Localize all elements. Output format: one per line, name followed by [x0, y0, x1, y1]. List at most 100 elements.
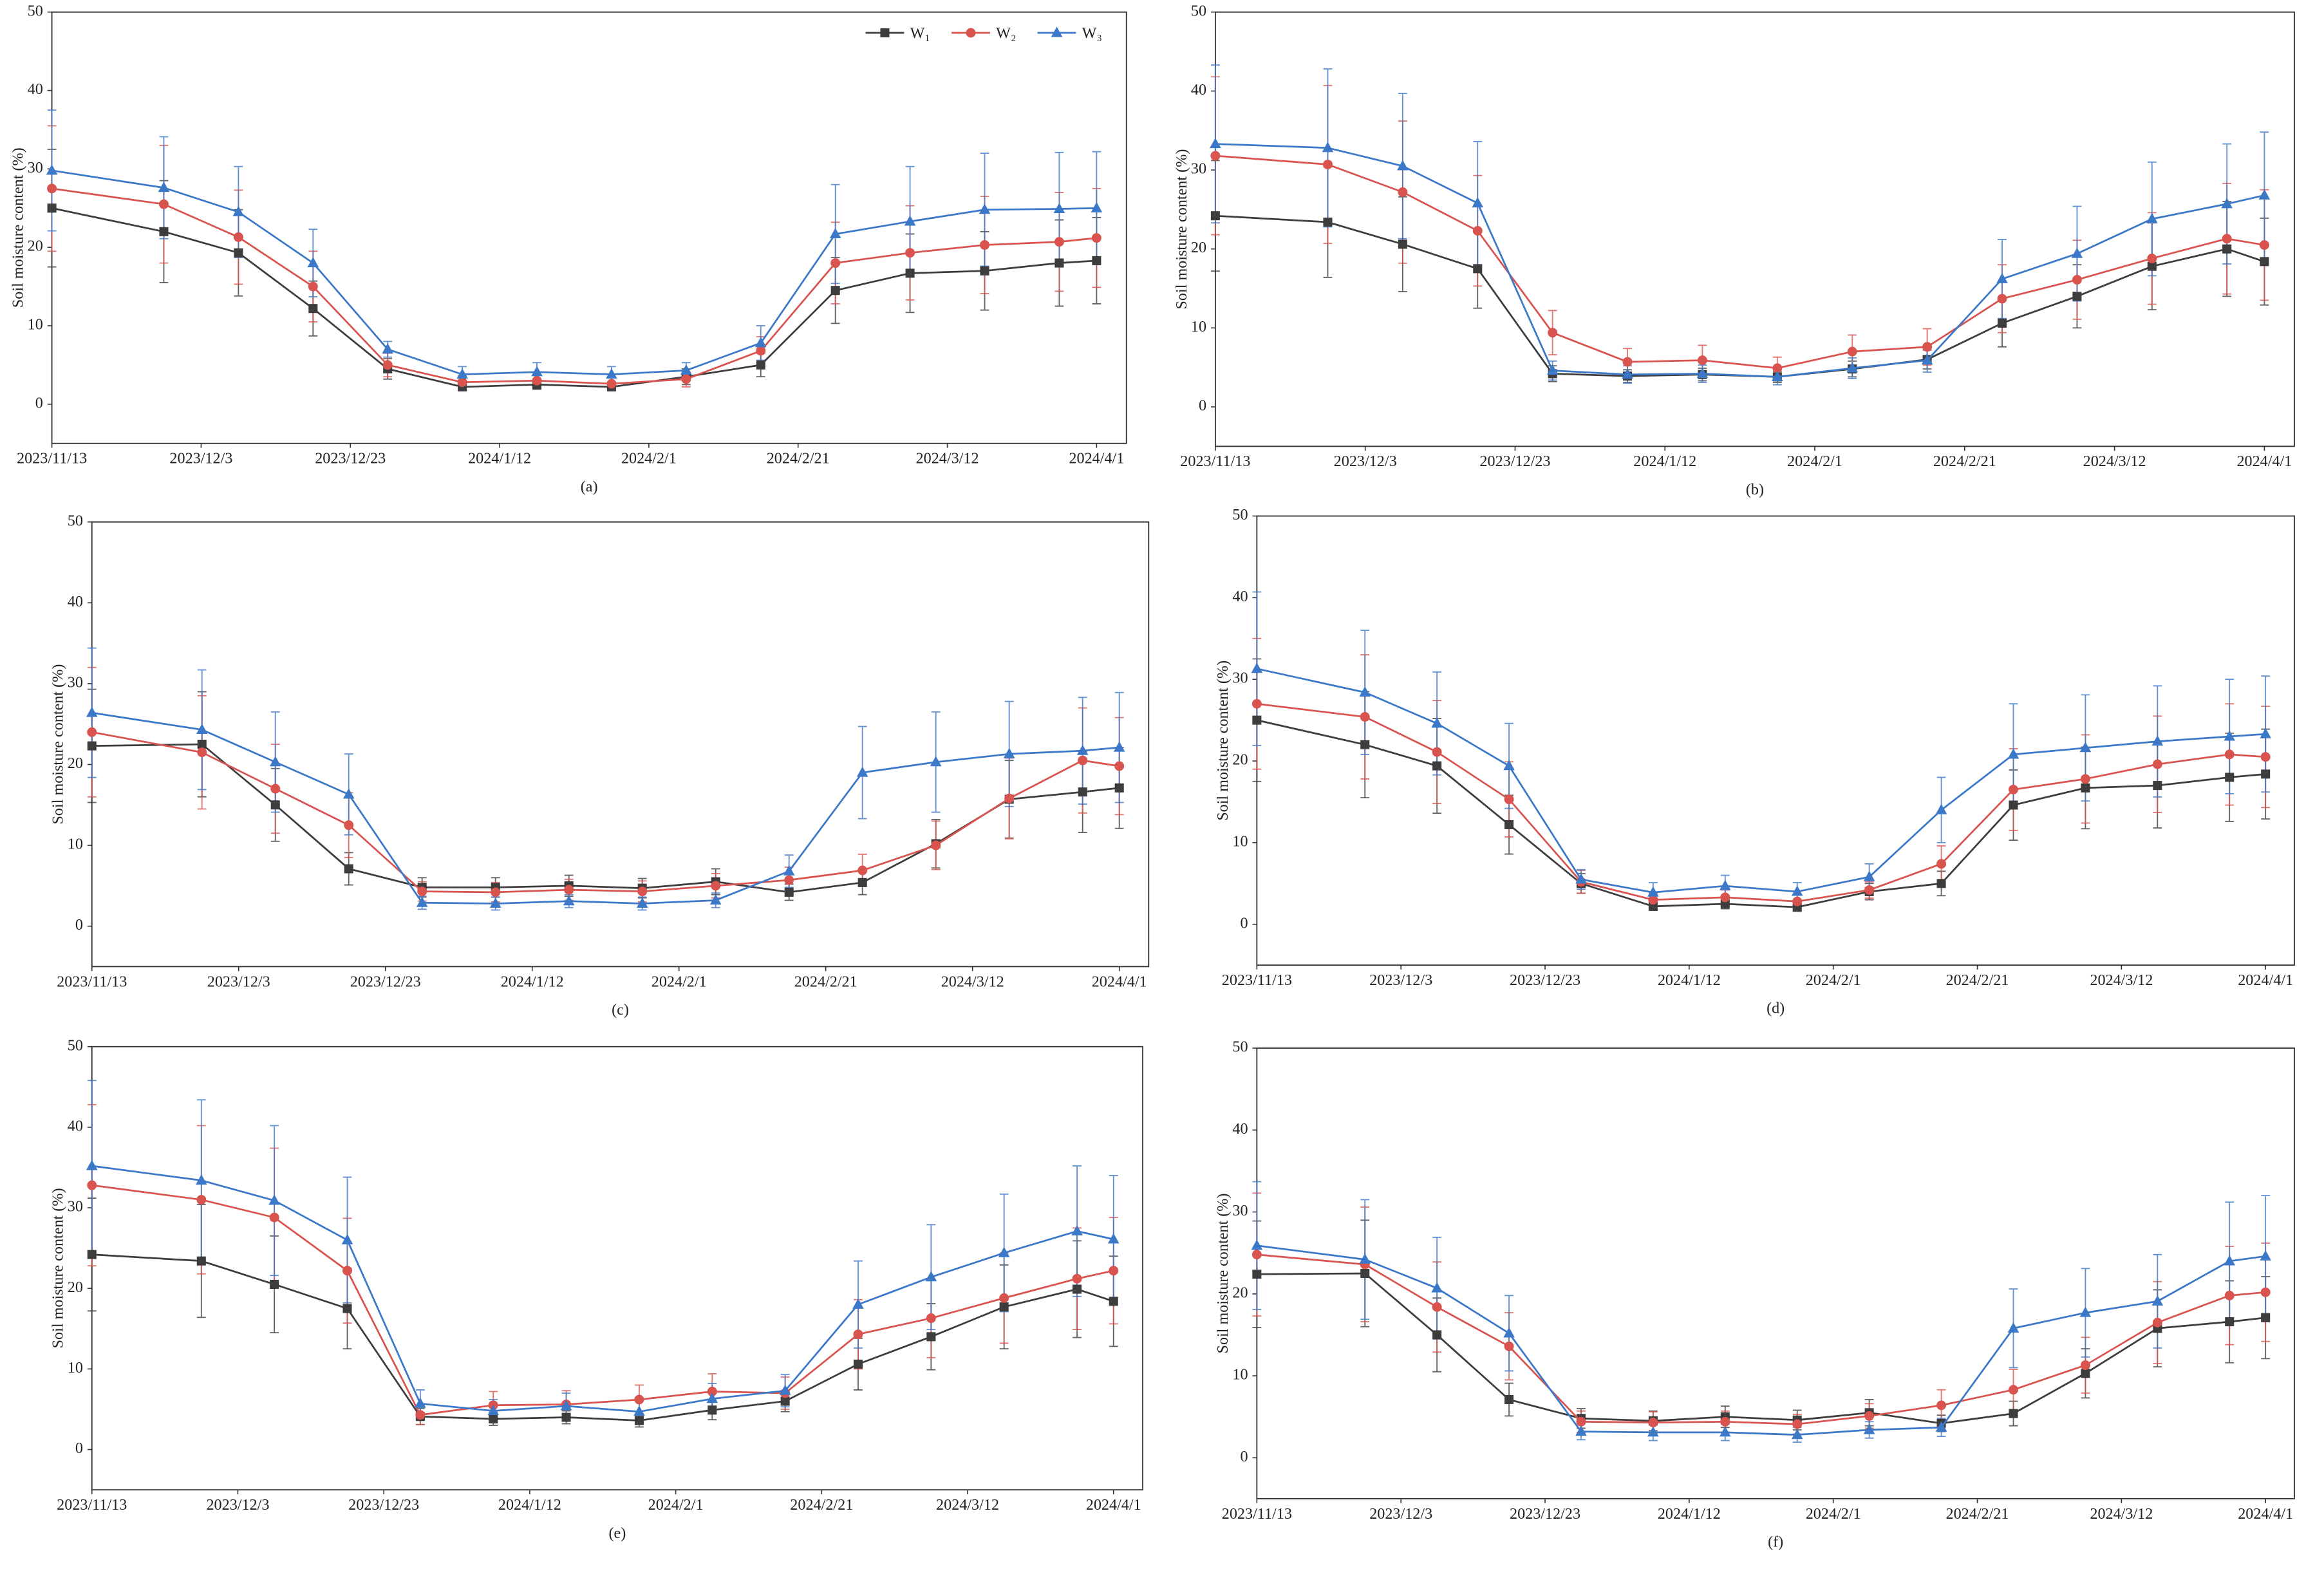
panel-label: (c): [612, 1001, 629, 1018]
marker-triangle: [196, 723, 208, 735]
marker-triangle: [1431, 717, 1443, 728]
marker-triangle: [904, 215, 916, 226]
marker-circle: [2152, 1317, 2162, 1327]
marker-triangle: [1575, 1425, 1587, 1436]
marker-circle: [1109, 1266, 1119, 1276]
y-tick-label: 10: [68, 836, 83, 853]
marker-circle: [417, 887, 427, 897]
marker-triangle: [268, 1194, 280, 1205]
marker-triangle: [1935, 803, 1947, 814]
x-tick-label: 2024/1/12: [1658, 1505, 1721, 1523]
y-tick-label: 50: [1232, 506, 1248, 523]
marker-circle: [2072, 275, 2082, 285]
x-tick-label: 2024/2/1: [648, 1496, 704, 1514]
marker-triangle: [487, 1404, 500, 1416]
marker-square: [756, 360, 765, 370]
y-tick-label: 40: [28, 80, 43, 98]
marker-triangle: [1053, 203, 1065, 214]
marker-circle: [1432, 747, 1442, 757]
marker-square: [234, 248, 243, 258]
marker-triangle: [2146, 212, 2158, 223]
marker-circle: [457, 377, 467, 388]
marker-triangle: [1921, 354, 1933, 365]
x-tick-label: 2024/3/12: [2090, 971, 2153, 989]
y-tick-label: 0: [1199, 397, 1206, 415]
marker-circle: [1697, 355, 1707, 366]
legend: W₁ W₂ W₃: [865, 24, 1102, 42]
marker-circle: [830, 258, 841, 268]
marker-square: [1936, 879, 1946, 888]
marker-circle: [2147, 253, 2157, 263]
legend-label: W₂: [996, 24, 1016, 42]
x-tick-label: 2024/2/21: [1933, 453, 1996, 470]
marker-circle: [532, 375, 542, 386]
marker-square: [784, 887, 794, 897]
marker-circle: [1576, 1416, 1586, 1427]
x-tick-label: 2023/11/13: [57, 1496, 127, 1514]
marker-triangle: [1091, 202, 1103, 212]
marker-square: [1997, 318, 2007, 328]
marker-triangle: [680, 364, 692, 375]
marker-triangle: [1076, 744, 1089, 755]
marker-circle: [308, 281, 318, 292]
marker-triangle: [1397, 160, 1409, 171]
marker-circle: [491, 887, 501, 897]
marker-square: [342, 1304, 352, 1313]
marker-square: [2072, 292, 2082, 301]
marker-triangle: [2007, 1322, 2019, 1333]
x-tick-label: 2023/12/23: [1510, 971, 1580, 989]
marker-triangle: [1863, 1423, 1875, 1434]
x-tick-label: 2023/12/23: [350, 973, 421, 990]
panel: 0 10 20 30 40 50 2023/11/13 2023/12/3 2023/12/23…: [1173, 2, 2295, 498]
marker-square: [1432, 1330, 1442, 1340]
marker-triangle: [754, 337, 767, 348]
marker-square: [1473, 264, 1483, 274]
marker-square: [1398, 239, 1407, 249]
marker-square: [1252, 715, 1262, 725]
marker-circle: [415, 1410, 426, 1420]
marker-triangle: [416, 896, 428, 907]
marker-square: [2260, 257, 2269, 267]
x-tick-label: 2024/3/12: [916, 450, 979, 467]
marker-square: [1252, 1270, 1262, 1279]
y-axis-label: Soil moisture content (%): [50, 664, 67, 825]
error-bars: [1252, 1181, 2271, 1443]
marker-circle: [2008, 784, 2018, 794]
marker-square: [561, 1412, 571, 1422]
marker-triangle: [342, 788, 355, 799]
marker-triangle: [2260, 1250, 2271, 1261]
marker-circle: [2080, 774, 2090, 784]
marker-triangle: [86, 1159, 98, 1170]
series-line: [52, 187, 1097, 385]
y-tick-label: 50: [68, 512, 83, 529]
marker-triangle: [1622, 368, 1633, 379]
marker-triangle: [852, 1298, 864, 1309]
marker-circle: [270, 783, 281, 794]
marker-square: [87, 1250, 97, 1259]
error-bars: [1210, 64, 2269, 386]
marker-triangle: [1791, 885, 1803, 896]
legend-label: W₃: [1082, 24, 1102, 42]
panel: 0 10 20 30 40 50 2023/11/13 2023/12/3 2023/12/23…: [1214, 1038, 2295, 1551]
y-axis-label: Soil moisture content (%): [1214, 661, 1232, 821]
marker-triangle: [779, 1384, 791, 1395]
marker-circle: [634, 1394, 644, 1405]
plot-frame: [91, 1046, 1143, 1491]
marker-circle: [2152, 759, 2162, 769]
marker-triangle: [1107, 1233, 1120, 1244]
marker-circle: [1251, 1250, 1262, 1260]
marker-triangle: [86, 706, 98, 717]
marker-square: [1432, 761, 1442, 771]
x-tick-label: 2024/1/12: [498, 1496, 561, 1514]
x-tick-label: 2023/12/23: [315, 450, 386, 467]
marker-circle: [382, 360, 393, 370]
marker-triangle: [1003, 747, 1015, 758]
marker-triangle: [2071, 247, 2083, 258]
marker-circle: [905, 248, 915, 258]
marker-triangle: [1575, 873, 1587, 884]
y-tick-label: 40: [68, 593, 83, 610]
marker-circle: [1548, 328, 1558, 338]
marker-triangle: [1996, 272, 2008, 283]
marker-circle: [2222, 234, 2232, 244]
